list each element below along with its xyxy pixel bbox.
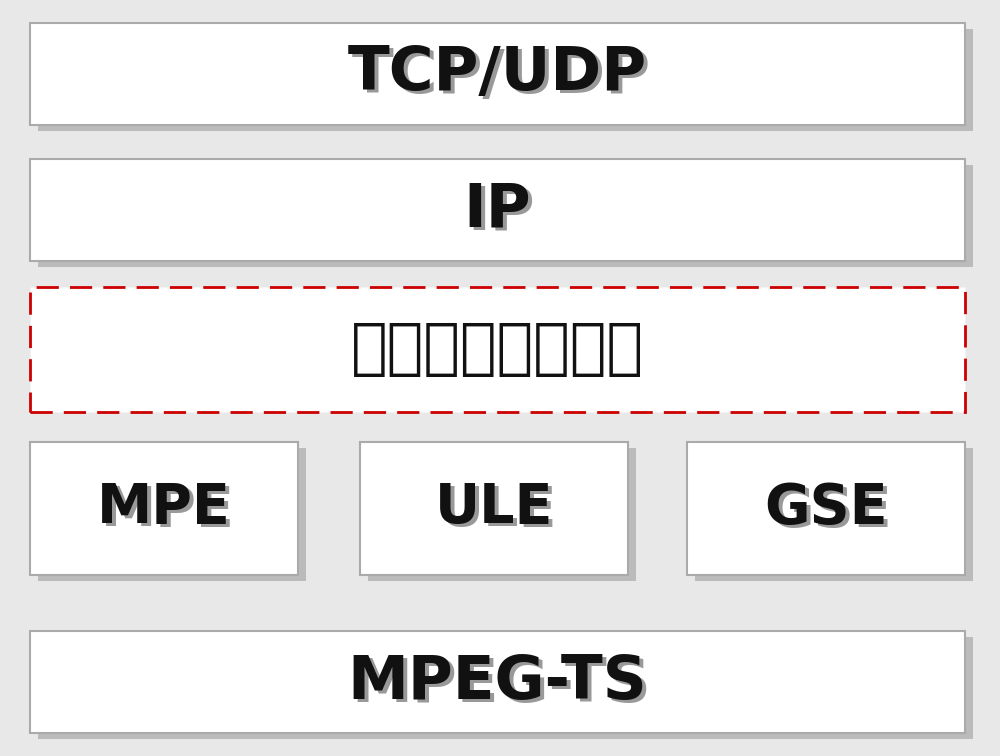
Text: TCP/UDP: TCP/UDP <box>352 47 651 107</box>
Text: MPE: MPE <box>97 482 231 535</box>
FancyBboxPatch shape <box>695 448 973 581</box>
Text: TCP/UDP: TCP/UDP <box>348 44 647 104</box>
Text: ULE: ULE <box>439 485 557 538</box>
Text: MPEG-TS: MPEG-TS <box>352 655 651 715</box>
FancyBboxPatch shape <box>687 442 965 575</box>
Text: ULE: ULE <box>435 482 553 535</box>
FancyBboxPatch shape <box>360 442 628 575</box>
Text: GSE: GSE <box>764 482 888 535</box>
Text: GSE: GSE <box>768 485 892 538</box>
FancyBboxPatch shape <box>38 29 973 131</box>
FancyBboxPatch shape <box>38 637 973 739</box>
FancyBboxPatch shape <box>30 23 965 125</box>
Text: IP: IP <box>464 180 531 240</box>
FancyBboxPatch shape <box>30 442 298 575</box>
FancyBboxPatch shape <box>38 448 306 581</box>
FancyBboxPatch shape <box>30 631 965 733</box>
FancyBboxPatch shape <box>38 165 973 267</box>
FancyBboxPatch shape <box>30 287 965 412</box>
Text: MPE: MPE <box>101 485 235 538</box>
Text: MPEG-TS: MPEG-TS <box>348 652 647 712</box>
Text: IP: IP <box>468 183 535 243</box>
FancyBboxPatch shape <box>368 448 636 581</box>
Text: 多通道传输控制层: 多通道传输控制层 <box>351 320 644 380</box>
FancyBboxPatch shape <box>30 159 965 261</box>
